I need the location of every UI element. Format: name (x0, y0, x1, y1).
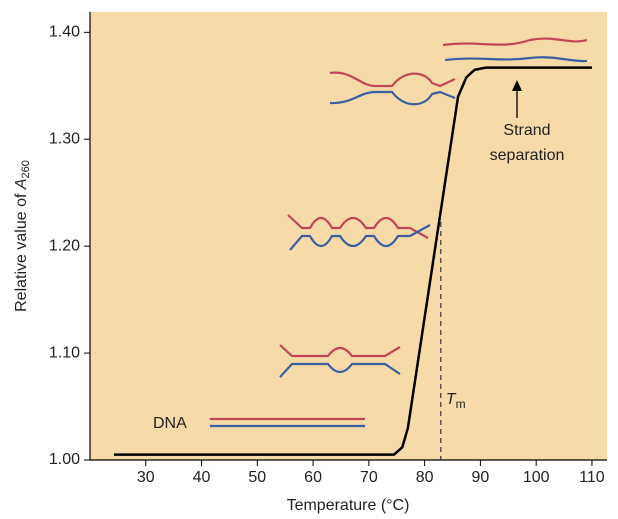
x-axis-label: Temperature (°C) (287, 497, 410, 514)
y-tick-label: 1.00 (49, 451, 80, 468)
dna-strand (279, 344, 401, 358)
tm-label-sub: m (456, 397, 466, 411)
annotation: separation (490, 147, 565, 164)
x-tick-label: 30 (137, 469, 155, 486)
y-tick-label: 1.30 (49, 130, 80, 147)
arrow-head (512, 80, 522, 91)
annotation: Strand (503, 122, 550, 139)
y-tick-label: 1.20 (49, 237, 80, 254)
x-tick-label: 40 (193, 469, 211, 486)
dna-strand (444, 56, 588, 63)
dna-strand (329, 90, 456, 106)
y-axis-label-symbol: A (13, 178, 30, 190)
y-axis-label-sub: 260 (20, 160, 32, 178)
y-axis-label-text: Relative value of (13, 189, 30, 312)
x-tick-label: 70 (360, 469, 378, 486)
dna-strand (442, 37, 588, 47)
plot-background (90, 12, 607, 460)
dna-strand (329, 71, 456, 88)
x-tick-label: 50 (248, 469, 266, 486)
dna-strand (287, 214, 429, 239)
y-axis-label: Relative value of A260 (13, 160, 32, 312)
y-tick-label: 1.10 (49, 344, 80, 361)
tm-label: Tm (446, 391, 466, 411)
x-tick-label: 60 (304, 469, 322, 486)
x-tick-label: 110 (579, 469, 605, 486)
dna-strand (289, 224, 431, 251)
annotation: DNA (153, 415, 187, 432)
curve (113, 66, 592, 456)
strand-illustrations (210, 37, 588, 428)
tm-label-main: T (446, 391, 457, 408)
y-tick-label: 1.40 (49, 24, 80, 41)
x-tick-label: 100 (523, 469, 550, 486)
x-tick-label: 90 (472, 469, 490, 486)
x-tick-label: 80 (416, 469, 434, 486)
dna-strand (279, 362, 401, 378)
